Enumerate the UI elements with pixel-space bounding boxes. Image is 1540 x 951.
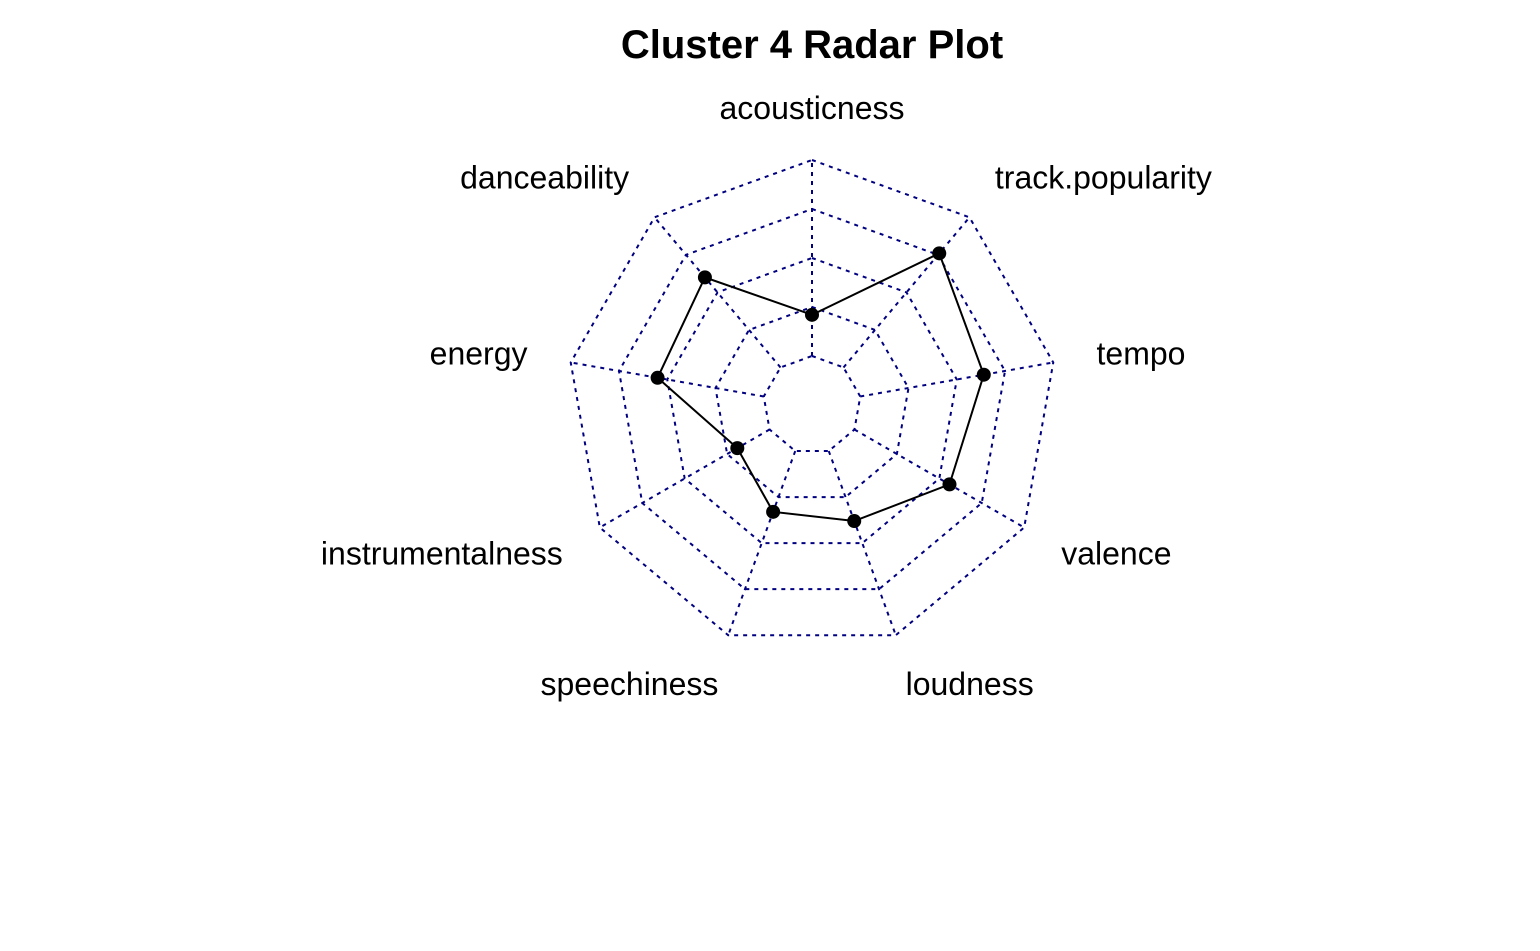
- data-point-tempo: [976, 367, 991, 382]
- grid-ring-2: [714, 305, 910, 499]
- data-point-danceability: [697, 270, 712, 285]
- grid-spoke-loudness: [827, 450, 897, 636]
- axis-label-track-popularity: track.popularity: [995, 160, 1212, 196]
- grid-spoke-valence: [853, 428, 1025, 529]
- grid-spoke-speechiness: [727, 450, 797, 636]
- radar-grid: [569, 158, 1055, 637]
- data-point-speechiness: [766, 504, 781, 519]
- grid-spoke-instrumentalness: [599, 428, 771, 529]
- axis-label-tempo: tempo: [1097, 335, 1186, 371]
- axis-label-valence: valence: [1061, 536, 1171, 572]
- axis-label-speechiness: speechiness: [541, 666, 719, 702]
- grid-spoke-track-popularity: [842, 216, 971, 369]
- grid-spoke-tempo: [860, 361, 1054, 398]
- data-point-acousticness: [805, 307, 819, 322]
- axis-labels: acousticness track.popularity tempo valence…: [321, 90, 1212, 702]
- axis-label-acousticness: acousticness: [720, 90, 905, 126]
- chart-title: Cluster 4 Radar Plot: [621, 23, 1003, 67]
- grid-ring-3: [666, 256, 958, 545]
- axis-label-loudness: loudness: [906, 666, 1034, 702]
- grid-ring-1: [762, 354, 862, 453]
- axis-label-danceability: danceability: [460, 160, 629, 196]
- axis-label-energy: energy: [430, 335, 528, 371]
- data-point-track-popularity: [932, 246, 947, 261]
- data-point-instrumentalness: [730, 441, 745, 456]
- grid-spoke-energy: [570, 361, 764, 398]
- series-line: [656, 251, 985, 523]
- data-point-valence: [942, 477, 957, 492]
- axis-label-instrumentalness: instrumentalness: [321, 536, 563, 572]
- data-point-loudness: [847, 514, 862, 529]
- grid-spoke-danceability: [653, 216, 782, 369]
- data-point-energy: [650, 370, 665, 385]
- grid-ring-4: [617, 207, 1007, 591]
- radar-series: [650, 246, 991, 529]
- grid-ring-5: [569, 158, 1055, 637]
